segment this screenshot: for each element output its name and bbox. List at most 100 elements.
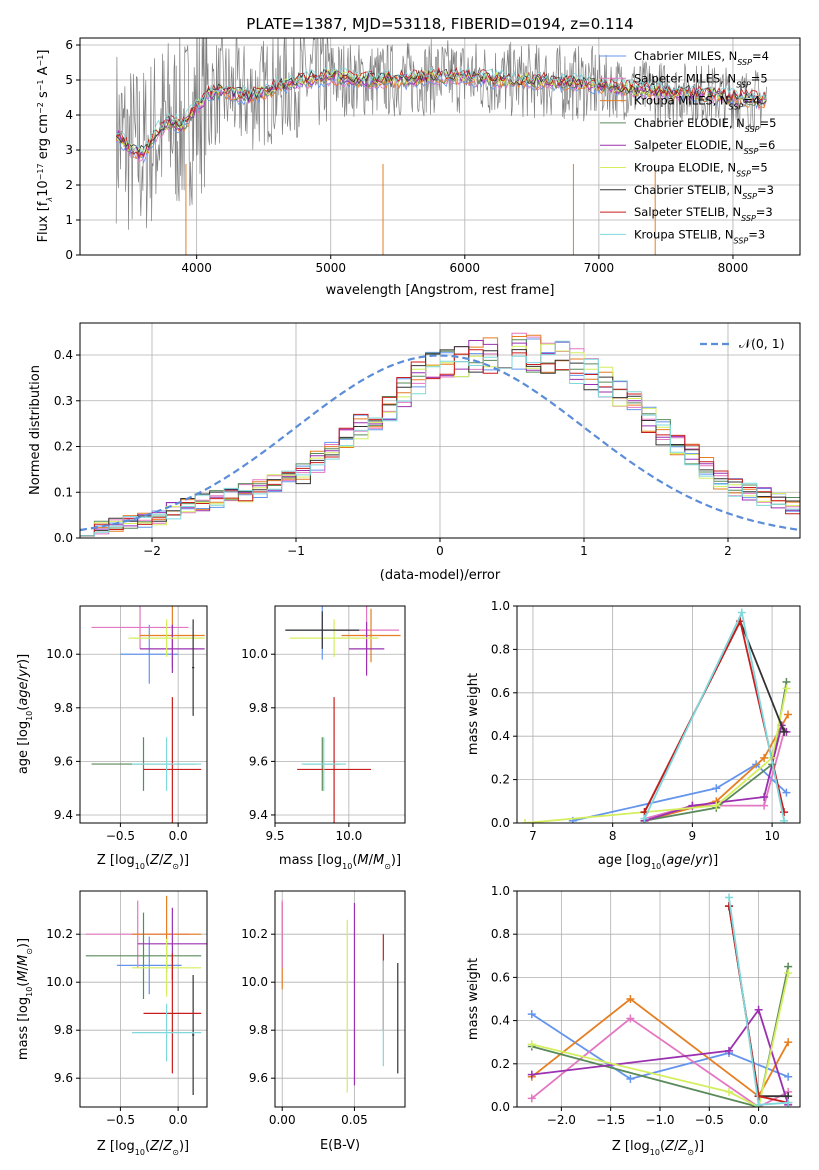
legend-label: Kroupa MILES, NSSP=4 bbox=[634, 94, 760, 112]
x-tick-label: 10.0 bbox=[336, 829, 363, 843]
errorbar-point bbox=[143, 953, 202, 1074]
y-tick-label: 0.2 bbox=[491, 1057, 510, 1071]
errorbar-point bbox=[341, 608, 401, 663]
legend-label: Salpeter MILES, NSSP=5 bbox=[634, 71, 768, 89]
data-marker bbox=[782, 788, 791, 797]
legend-label: Salpeter ELODIE, NSSP=6 bbox=[634, 138, 775, 156]
legend-label: Chabrier STELIB, NSSP=3 bbox=[634, 183, 774, 201]
y-tick-label: 10.2 bbox=[46, 927, 73, 941]
residual-histogram-7 bbox=[80, 349, 800, 537]
y-tick-label: 1 bbox=[65, 213, 73, 227]
errorbar-point bbox=[131, 939, 202, 997]
errorbar-point bbox=[131, 737, 202, 791]
errorbar-point bbox=[289, 619, 379, 657]
x-axis-label: E(B-V) bbox=[320, 1138, 360, 1153]
x-tick-label: −1 bbox=[287, 544, 305, 558]
errorbar-point bbox=[348, 622, 385, 676]
plot-area bbox=[85, 895, 207, 1095]
plot-area bbox=[115, 38, 767, 255]
y-tick-label: 2 bbox=[65, 178, 73, 192]
axes-frame bbox=[516, 605, 801, 824]
x-tick-label: 7000 bbox=[584, 261, 615, 275]
y-axis-label: age [log10(age/yr)] bbox=[16, 654, 34, 774]
errorbar-point bbox=[191, 619, 195, 716]
series-line-2 bbox=[531, 997, 789, 1098]
legend-label: Chabrier MILES, NSSP=4 bbox=[634, 49, 769, 67]
y-tick-label: 9.8 bbox=[54, 1023, 73, 1037]
y-tick-label: 0.1 bbox=[54, 485, 73, 499]
data-marker bbox=[712, 801, 721, 810]
errorbar-point bbox=[128, 619, 205, 657]
data-marker bbox=[626, 995, 635, 1003]
x-tick-label: −0.5 bbox=[106, 829, 135, 843]
data-marker bbox=[784, 1098, 793, 1107]
y-tick-label: 10.0 bbox=[241, 975, 268, 989]
x-tick-label: 8000 bbox=[718, 261, 749, 275]
x-tick-label: −1.5 bbox=[596, 1113, 625, 1127]
panel-weight_vs_age: 7 8 9 10 0.0 0.2 0.4 0.6 0.8 1.0 age [log10(age/yr… bbox=[466, 599, 801, 871]
errorbar-point bbox=[131, 1003, 202, 1062]
series-line-5 bbox=[531, 972, 790, 1107]
x-tick-label: 4000 bbox=[181, 261, 212, 275]
plot-area bbox=[80, 332, 800, 537]
axes-frame bbox=[516, 890, 801, 1108]
y-tick-label: 9.6 bbox=[249, 1071, 268, 1085]
x-axis-label: age [log10(age/yr)] bbox=[598, 853, 718, 871]
y-tick-label: 0.2 bbox=[54, 440, 73, 454]
x-tick-label: 0.0 bbox=[169, 829, 188, 843]
y-tick-label: 0.4 bbox=[491, 1014, 510, 1028]
data-marker bbox=[527, 1010, 536, 1019]
y-tick-label: 0.4 bbox=[491, 729, 510, 743]
data-marker bbox=[520, 819, 529, 823]
y-tick-label: 9.6 bbox=[54, 1071, 73, 1085]
panel-residuals: −2 −1 0 1 2 0.0 0.1 0.2 0.3 0.4 𝒩(0, 1) (data-model… bbox=[28, 322, 801, 583]
y-tick-label: 9.8 bbox=[249, 701, 268, 715]
y-tick-label: 0.3 bbox=[54, 394, 73, 408]
model-spectrum-8 bbox=[116, 66, 767, 153]
axes-frame bbox=[79, 37, 801, 256]
y-axis-label: mass [log10(M/M⊙)] bbox=[16, 938, 34, 1060]
axes-frame bbox=[79, 890, 208, 1108]
data-marker bbox=[780, 808, 789, 817]
y-tick-label: 0.2 bbox=[491, 773, 510, 787]
x-axis-label: Z [log10(Z/Z⊙)] bbox=[612, 1139, 704, 1157]
y-tick-label: 0.0 bbox=[54, 531, 73, 545]
x-tick-label: 6000 bbox=[450, 261, 481, 275]
data-marker bbox=[760, 792, 769, 801]
legend: Chabrier MILES, NSSP=4 Salpeter MILES, NS… bbox=[600, 49, 776, 245]
series-line-5 bbox=[524, 688, 788, 823]
y-tick-label: 3 bbox=[65, 143, 73, 157]
x-tick-label: 2 bbox=[724, 544, 732, 558]
data-marker bbox=[760, 801, 769, 810]
panel-age_vs_Z: −0.5 0.0 9.4 9.6 9.8 10.0 Z [log10(Z/Z⊙)] age [… bbox=[16, 605, 208, 871]
y-tick-label: 0.8 bbox=[491, 927, 510, 941]
y-tick-label: 10.0 bbox=[46, 975, 73, 989]
y-tick-label: 0.0 bbox=[491, 1100, 510, 1114]
y-tick-label: 10.2 bbox=[241, 927, 268, 941]
data-marker bbox=[712, 784, 721, 793]
y-tick-label: 5 bbox=[65, 73, 73, 87]
x-tick-label: 1 bbox=[580, 544, 588, 558]
x-tick-label: 0.0 bbox=[169, 1113, 188, 1127]
plot-area bbox=[520, 608, 793, 823]
y-tick-label: 9.6 bbox=[54, 754, 73, 768]
panel-spectrum: 4000 5000 6000 7000 8000 0 1 2 3 4 5 6 Chabrier MILE… bbox=[36, 37, 801, 298]
legend-label: Salpeter STELIB, NSSP=3 bbox=[634, 205, 773, 223]
legend-label: Kroupa ELODIE, NSSP=5 bbox=[634, 161, 768, 179]
y-tick-label: 1.0 bbox=[491, 599, 510, 613]
y-tick-label: 9.6 bbox=[249, 754, 268, 768]
y-axis-label: Normed distribution bbox=[28, 365, 43, 495]
data-marker bbox=[784, 969, 793, 978]
y-tick-label: 10.0 bbox=[46, 647, 73, 661]
x-tick-label: 10 bbox=[764, 829, 779, 843]
y-axis-label: mass weight bbox=[466, 958, 481, 1040]
x-tick-label: 0.00 bbox=[269, 1113, 296, 1127]
data-marker bbox=[784, 710, 793, 719]
x-axis-label: wavelength [Angstrom, rest frame] bbox=[326, 283, 555, 298]
data-marker bbox=[782, 684, 791, 693]
y-tick-label: 0.0 bbox=[491, 816, 510, 830]
plot-area bbox=[285, 606, 401, 823]
x-tick-label: 9.5 bbox=[265, 829, 284, 843]
data-marker bbox=[626, 1014, 635, 1023]
